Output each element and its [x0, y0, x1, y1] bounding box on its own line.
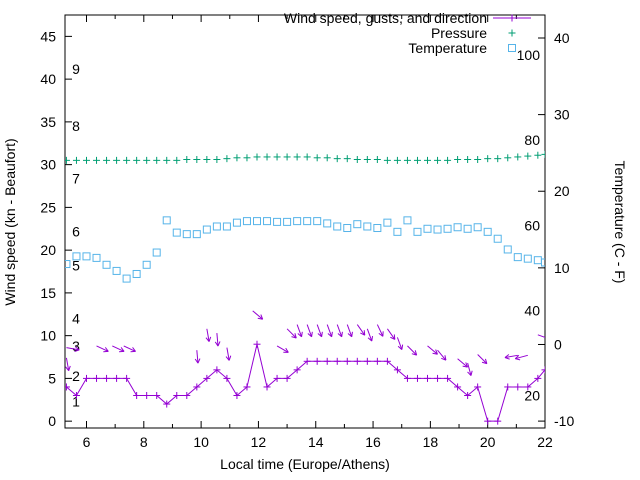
fahrenheit-scale-label: 40: [524, 302, 540, 318]
gust-arrow-icon: [296, 324, 303, 338]
x-tick-label: 14: [308, 434, 324, 450]
legend-label-temperature: Temperature: [408, 40, 487, 56]
gust-arrow-icon: [225, 347, 232, 361]
gust-direction-arrows: [65, 310, 545, 376]
y-left-tick-label: 25: [40, 199, 56, 215]
gust-arrow-icon: [205, 328, 212, 342]
y-left-tick-label: 15: [40, 285, 56, 301]
beaufort-scale-label: 3: [72, 338, 80, 354]
y-left-tick-label: 0: [48, 413, 56, 429]
gust-arrow-icon: [306, 324, 313, 338]
x-axis-title: Local time (Europe/Athens): [220, 456, 390, 472]
x-tick-label: 20: [480, 434, 496, 450]
gust-arrow-icon: [537, 334, 545, 338]
legend: Wind speed, gusts, and direction Pressur…: [284, 10, 531, 56]
beaufort-scale-label: 4: [72, 311, 80, 327]
beaufort-scale-label: 2: [72, 368, 80, 384]
legend-label-pressure: Pressure: [431, 25, 487, 41]
x-tick-label: 22: [537, 434, 553, 450]
gust-arrow-icon: [544, 330, 545, 332]
y-left-tick-label: 45: [40, 28, 56, 44]
y-right-tick-label: 0: [554, 336, 562, 352]
y-right-axis-title: Temperature (C - F): [612, 161, 628, 284]
temperature-series: [65, 216, 545, 283]
gust-arrow-icon: [386, 328, 396, 340]
fahrenheit-scale-label: 80: [524, 132, 540, 148]
gust-arrow-icon: [123, 345, 136, 353]
inside-scale-labels: 1 2 3 4 5 6 7 8 9 20 40 60 80 100: [72, 47, 540, 409]
gust-arrow-icon: [457, 358, 469, 368]
gust-arrow-icon: [467, 362, 473, 376]
gust-arrow-icon: [427, 345, 438, 355]
y-left-tick-label: 20: [40, 242, 56, 258]
y-left-tick-label: 10: [40, 328, 56, 344]
y-right-tick-label: 20: [554, 183, 570, 199]
plot-border: [64, 14, 546, 429]
gust-arrow-icon: [326, 324, 333, 338]
legend-sample-pressure-plus-icon: [508, 29, 516, 37]
fahrenheit-scale-label: 60: [524, 217, 540, 233]
gust-arrow-icon: [376, 324, 384, 337]
gust-arrow-icon: [194, 350, 201, 364]
data-series: [65, 150, 545, 425]
legend-sample-wind-line-plus-icon: [493, 14, 531, 22]
y-left-tick-label: 40: [40, 71, 56, 87]
gust-arrow-icon: [276, 345, 289, 353]
gust-arrow-icon: [286, 328, 297, 339]
x-tick-label: 16: [365, 434, 381, 450]
gust-arrow-icon: [356, 324, 366, 336]
fahrenheit-scale-label: 100: [517, 47, 541, 63]
y-left-tick-label: 5: [48, 370, 56, 386]
gust-arrow-icon: [252, 310, 264, 320]
pressure-series: [65, 150, 545, 164]
beaufort-scale-label: 9: [72, 61, 80, 77]
gust-arrow-icon: [477, 354, 488, 365]
gust-arrow-icon: [504, 354, 518, 360]
beaufort-scale-label: 5: [72, 258, 80, 274]
gust-arrow-icon: [346, 324, 353, 338]
gust-arrow-icon: [366, 328, 374, 342]
y-right-tick-label: 10: [554, 260, 570, 276]
beaufort-scale-label: 7: [72, 170, 80, 186]
gust-arrow-icon: [112, 345, 125, 353]
y-right-tick-label: -10: [554, 413, 574, 429]
beaufort-scale-label: 6: [72, 223, 80, 239]
gust-arrow-icon: [316, 324, 323, 338]
y-right-tick-label: 30: [554, 107, 570, 123]
x-tick-label: 8: [140, 434, 148, 450]
gust-arrow-icon: [407, 345, 418, 356]
fahrenheit-scale-label: 20: [524, 388, 540, 404]
axis-ticks: 6 8 10 12 14 16 18 20 22051015202530354045-10010…: [40, 15, 574, 450]
x-tick-label: 12: [251, 434, 267, 450]
gust-arrow-icon: [65, 357, 71, 371]
beaufort-scale-label: 8: [72, 118, 80, 134]
gust-arrow-icon: [96, 345, 109, 353]
y-right-tick-label: 40: [554, 30, 570, 46]
gust-arrow-icon: [336, 324, 343, 338]
y-left-tick-label: 30: [40, 157, 56, 173]
wind-speed-series: [65, 340, 545, 425]
beaufort-scale-label: 1: [72, 393, 80, 409]
x-tick-label: 10: [193, 434, 209, 450]
y-left-axis-title: Wind speed (kn - Beaufort): [2, 138, 18, 305]
gust-arrow-icon: [396, 337, 404, 350]
gust-arrow-icon: [514, 354, 528, 361]
legend-sample-temperature-square-icon: [508, 44, 516, 52]
x-tick-label: 6: [83, 434, 91, 450]
gust-arrow-icon: [437, 349, 447, 361]
x-tick-label: 18: [423, 434, 439, 450]
gust-arrow-icon: [66, 346, 80, 352]
gust-arrow-icon: [214, 333, 221, 347]
legend-label-wind: Wind speed, gusts, and direction: [284, 10, 487, 26]
y-left-tick-label: 35: [40, 114, 56, 130]
